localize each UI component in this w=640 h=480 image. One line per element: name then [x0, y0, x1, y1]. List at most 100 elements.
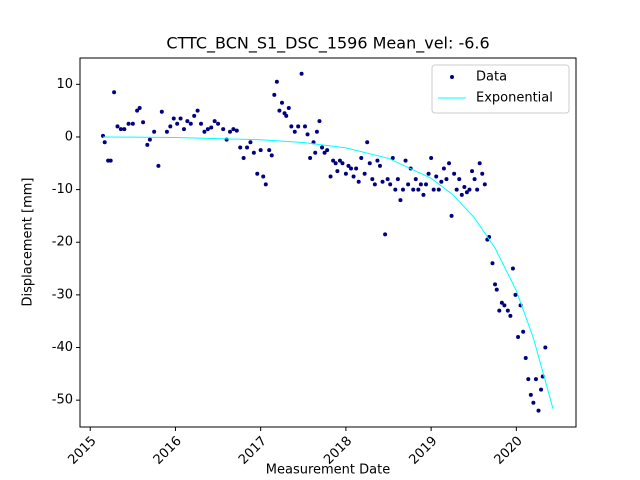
legend-box [431, 64, 570, 114]
data-point [523, 356, 528, 361]
data-point [436, 187, 441, 192]
data-point [137, 106, 142, 111]
data-point [413, 177, 418, 182]
data-point [346, 163, 351, 168]
x-tick-label: 2015 [66, 434, 100, 468]
data-point [411, 187, 416, 192]
data-point [424, 182, 429, 187]
data-point [322, 150, 327, 155]
data-point [152, 129, 157, 134]
x-tick-label: 2019 [406, 434, 440, 468]
y-tick-label: -20 [52, 235, 73, 250]
data-point [377, 163, 382, 168]
data-point [383, 232, 388, 237]
data-point [497, 308, 502, 313]
data-point [178, 116, 183, 121]
x-axis-label: Measurement Date [266, 463, 390, 478]
data-point [122, 127, 127, 132]
data-point [221, 127, 226, 132]
data-point [251, 150, 256, 155]
data-point [351, 174, 356, 179]
data-point [224, 137, 229, 142]
x-tick-label: 2020 [492, 434, 526, 468]
data-point [205, 127, 210, 132]
data-point [185, 119, 190, 124]
data-point [375, 158, 380, 163]
data-point [118, 127, 123, 132]
data-point [398, 198, 403, 203]
data-point [115, 124, 120, 129]
data-point [452, 171, 457, 176]
y-tick-label: -40 [52, 340, 73, 355]
data-point [277, 108, 282, 113]
data-point [472, 177, 477, 182]
data-point [395, 177, 400, 182]
data-point [286, 106, 291, 111]
data-point [199, 121, 204, 126]
plot-frame [79, 57, 577, 428]
data-point [372, 182, 377, 187]
data-point [284, 113, 289, 118]
data-point [494, 287, 499, 292]
data-point [406, 182, 411, 187]
data-point [434, 174, 439, 179]
data-point [502, 303, 507, 308]
data-point [308, 156, 313, 161]
data-point [526, 377, 531, 382]
legend-label: Exponential [476, 91, 553, 106]
data-point [454, 187, 459, 192]
data-point [325, 148, 330, 153]
data-point [493, 282, 498, 287]
data-point [490, 261, 495, 266]
data-point [429, 156, 434, 161]
data-point [403, 158, 408, 163]
data-point [418, 182, 423, 187]
data-point [238, 145, 243, 150]
data-point [467, 187, 472, 192]
data-point [393, 187, 398, 192]
data-point [470, 169, 475, 174]
data-point [135, 108, 140, 113]
data-point [248, 140, 253, 145]
data-point [370, 177, 375, 182]
data-point [362, 171, 367, 176]
data-point [444, 177, 449, 182]
data-point [400, 187, 405, 192]
data-point [258, 148, 263, 153]
data-point [510, 266, 515, 271]
data-point [482, 182, 487, 187]
data-point [505, 308, 510, 313]
data-point [475, 187, 480, 192]
plot-area [101, 71, 554, 413]
data-point [212, 119, 217, 124]
data-point [279, 100, 284, 105]
data-point [202, 129, 207, 134]
data-point [447, 161, 452, 166]
data-point [216, 121, 221, 126]
data-point [462, 184, 467, 189]
data-point [192, 113, 197, 118]
data-point [159, 109, 164, 114]
data-point [343, 171, 348, 176]
data-point [340, 161, 345, 166]
data-point [255, 171, 260, 176]
data-point [333, 161, 338, 166]
data-point [130, 121, 135, 126]
data-point [269, 153, 274, 158]
data-point [145, 142, 150, 147]
data-point [331, 158, 336, 163]
data-point [289, 124, 294, 129]
data-point [426, 171, 431, 176]
data-point [439, 179, 444, 184]
data-point [539, 387, 544, 392]
y-tick-label: -10 [52, 182, 73, 197]
data-point [313, 150, 318, 155]
data-point [349, 166, 354, 171]
data-point [354, 166, 359, 171]
legend-label: Data [476, 70, 507, 85]
data-point [335, 169, 340, 174]
data-point [241, 156, 246, 161]
data-point [533, 377, 538, 382]
data-point [385, 177, 390, 182]
data-point [234, 128, 239, 133]
